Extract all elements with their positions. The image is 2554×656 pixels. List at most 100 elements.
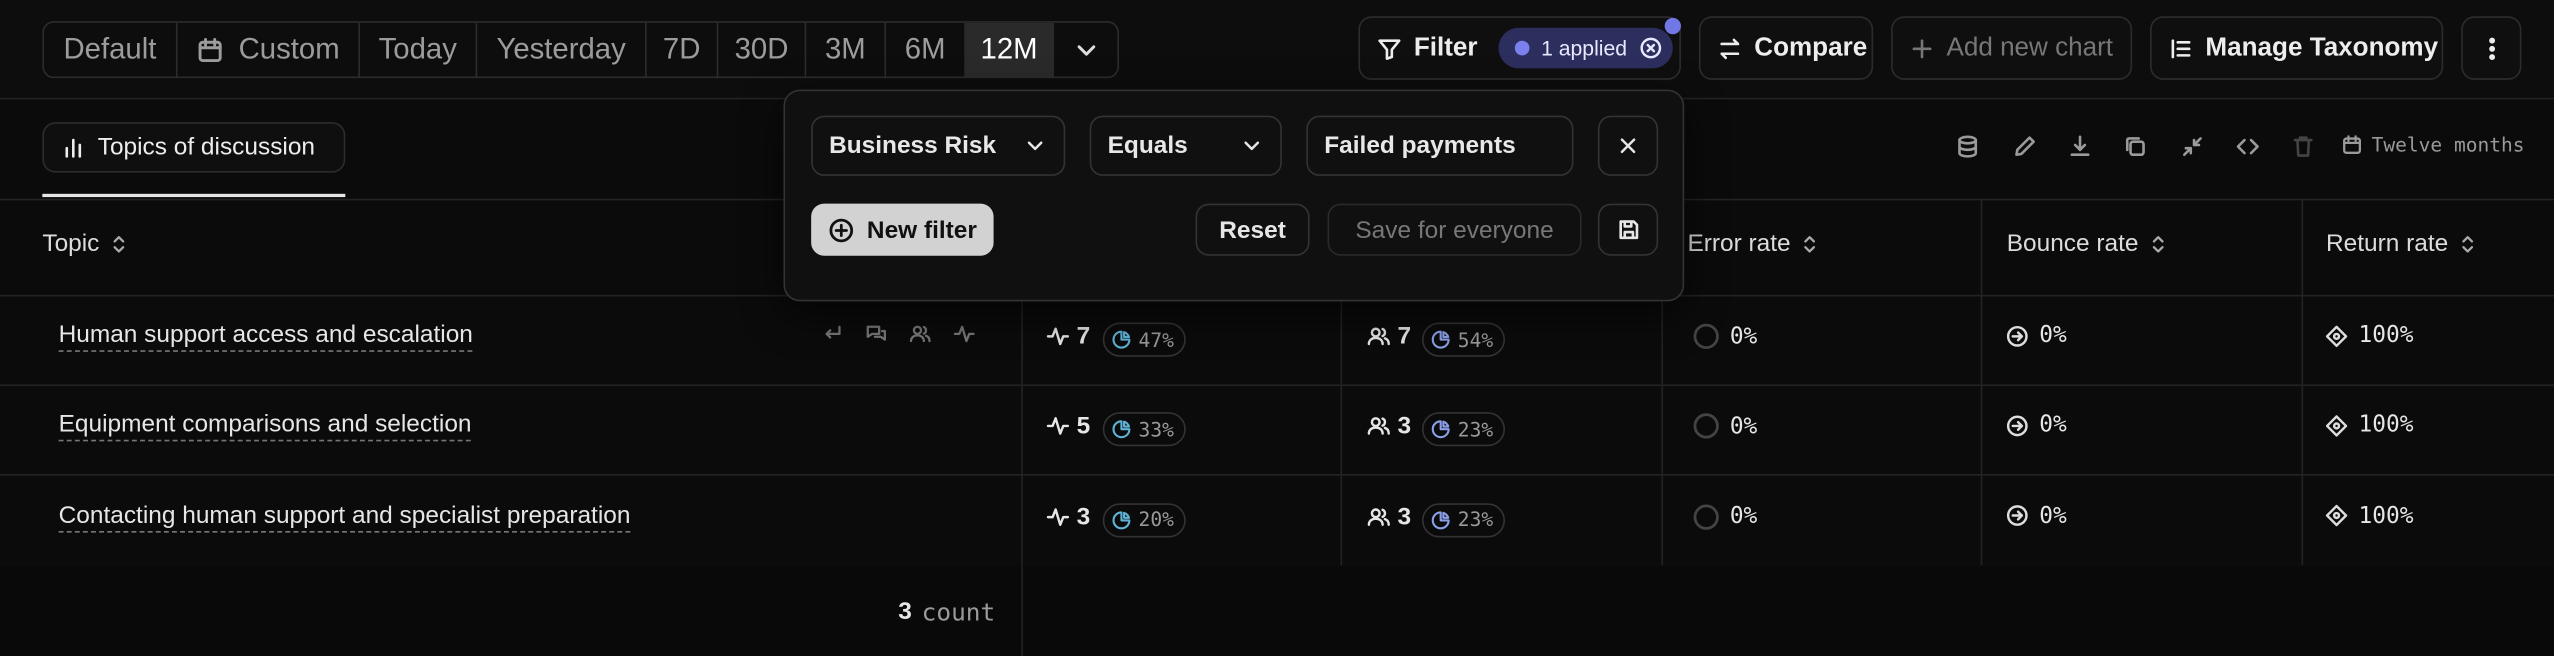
icon-part — [1620, 138, 1636, 154]
save-icon-button[interactable] — [1597, 203, 1659, 256]
count-share-badge: 20% — [1102, 502, 1186, 537]
icon-calendar — [2343, 135, 2362, 154]
compare-label: Compare — [1754, 33, 1868, 62]
manage-taxonomy-button[interactable]: Manage Taxonomy — [2150, 16, 2444, 80]
filter-button[interactable]: Filter 1 applied — [1358, 16, 1681, 80]
add-chart-button[interactable]: Add new chart — [1891, 16, 2133, 80]
icon-pie — [1431, 330, 1450, 349]
icon-enter — [825, 325, 841, 339]
manage-taxonomy-label: Manage Taxonomy — [2205, 33, 2439, 62]
topic-link[interactable]: Human support access and escalation — [58, 321, 473, 352]
icon-part — [113, 235, 125, 252]
tab-underline — [42, 193, 346, 198]
icon-diamond — [2325, 414, 2348, 437]
chart-action[interactable] — [1955, 134, 1981, 160]
period[interactable]: Twelve months — [2341, 133, 2525, 157]
period-label: Twelve months — [2371, 133, 2525, 157]
icon-chevron — [1027, 141, 1043, 151]
icon-part — [1958, 138, 1978, 158]
chart-action[interactable] — [2179, 134, 2205, 160]
range-option[interactable]: Default — [44, 22, 178, 77]
range-label: Yesterday — [496, 32, 626, 66]
icon-part — [1442, 511, 1450, 519]
icon-part — [1046, 327, 1070, 346]
icon-part — [1367, 507, 1390, 526]
remove-filter[interactable] — [1597, 115, 1659, 176]
column-header[interactable]: Topic — [42, 230, 130, 257]
new-filter-button[interactable]: New filter — [811, 203, 994, 256]
icon-part — [1720, 37, 1740, 59]
more-button[interactable] — [2461, 16, 2522, 80]
icon-db — [1958, 135, 1978, 158]
range-option[interactable]: 6M — [886, 22, 966, 77]
icon-part — [1618, 220, 1638, 240]
icon-part — [2006, 505, 2028, 527]
range-option[interactable]: 7D — [647, 22, 719, 77]
return-value: 100% — [2358, 412, 2414, 439]
bounce-cell: 0% — [2005, 323, 2067, 349]
range-option[interactable]: Today — [360, 22, 478, 77]
count-share: 20% — [1138, 508, 1174, 532]
users-value: 3 — [1397, 412, 1412, 441]
range-dropdown[interactable] — [1054, 23, 1118, 77]
topic-link[interactable]: Contacting human support and specialist … — [58, 501, 631, 532]
range-option[interactable]: Yesterday — [477, 22, 647, 77]
field-select[interactable]: Business Risk — [811, 115, 1066, 176]
range-option[interactable]: Custom — [178, 22, 360, 77]
chart-action[interactable] — [2290, 134, 2316, 160]
count-value: 5 — [1076, 412, 1091, 441]
bounce-cell: 0% — [2005, 503, 2067, 529]
reset-button[interactable]: Reset — [1195, 203, 1310, 256]
icon-part — [2325, 504, 2348, 527]
row-action[interactable] — [865, 323, 888, 354]
icon-calendar — [199, 37, 223, 62]
column-header[interactable]: Return rate — [2326, 230, 2479, 257]
chart-action[interactable] — [2122, 134, 2148, 160]
column-header[interactable]: Error rate — [1687, 230, 1821, 257]
icon-part — [1622, 220, 1634, 240]
tab[interactable]: Topics of discussion — [42, 122, 346, 173]
save-button[interactable]: Save for everyone — [1327, 203, 1582, 256]
divider — [0, 384, 2554, 387]
icon-arrowcircle — [2006, 415, 2028, 436]
icon-download — [2070, 135, 2090, 157]
range-option[interactable]: 12M — [965, 22, 1054, 77]
users-value: 3 — [1397, 502, 1412, 531]
tab-label: Topics of discussion — [97, 133, 316, 162]
icon-save — [1618, 220, 1638, 240]
range-option[interactable]: 30D — [718, 22, 807, 77]
divider — [0, 473, 2554, 476]
icon-x — [1620, 138, 1636, 154]
applied-pill[interactable]: 1 applied — [1498, 27, 1673, 69]
compare-button[interactable]: Compare — [1698, 16, 1874, 80]
icon-funnel — [1378, 38, 1401, 60]
operator-select-label: Equals — [1107, 131, 1188, 160]
icon-users — [1367, 417, 1390, 436]
icon-part — [2325, 324, 2348, 347]
icon-copy — [2125, 137, 2145, 157]
chart-action[interactable] — [2067, 134, 2093, 160]
chart-action[interactable] — [2235, 134, 2261, 160]
icon-part — [1370, 507, 1381, 518]
range-option[interactable]: 3M — [806, 22, 887, 77]
value-input[interactable]: Failed payments — [1306, 115, 1574, 176]
range-label: 7D — [662, 32, 701, 66]
icon-arrowcircle — [2006, 325, 2028, 346]
range-label: Today — [378, 32, 457, 66]
icon-part — [1112, 420, 1131, 439]
row-action[interactable] — [909, 323, 932, 354]
row-action[interactable] — [821, 323, 844, 354]
operator-select[interactable]: Equals — [1089, 115, 1282, 176]
count-value: 3 — [1076, 502, 1091, 531]
topic-link[interactable]: Equipment comparisons and selection — [58, 411, 472, 442]
return-value: 100% — [2358, 322, 2414, 349]
icon-part — [1123, 331, 1131, 339]
column-header[interactable]: Bounce rate — [2007, 230, 2170, 257]
icon-sort — [2462, 235, 2474, 252]
icon-part — [912, 325, 923, 336]
row-action[interactable] — [953, 323, 976, 354]
icon-part — [1112, 330, 1131, 349]
range-label: 6M — [904, 32, 946, 66]
chart-action[interactable] — [2012, 134, 2038, 160]
